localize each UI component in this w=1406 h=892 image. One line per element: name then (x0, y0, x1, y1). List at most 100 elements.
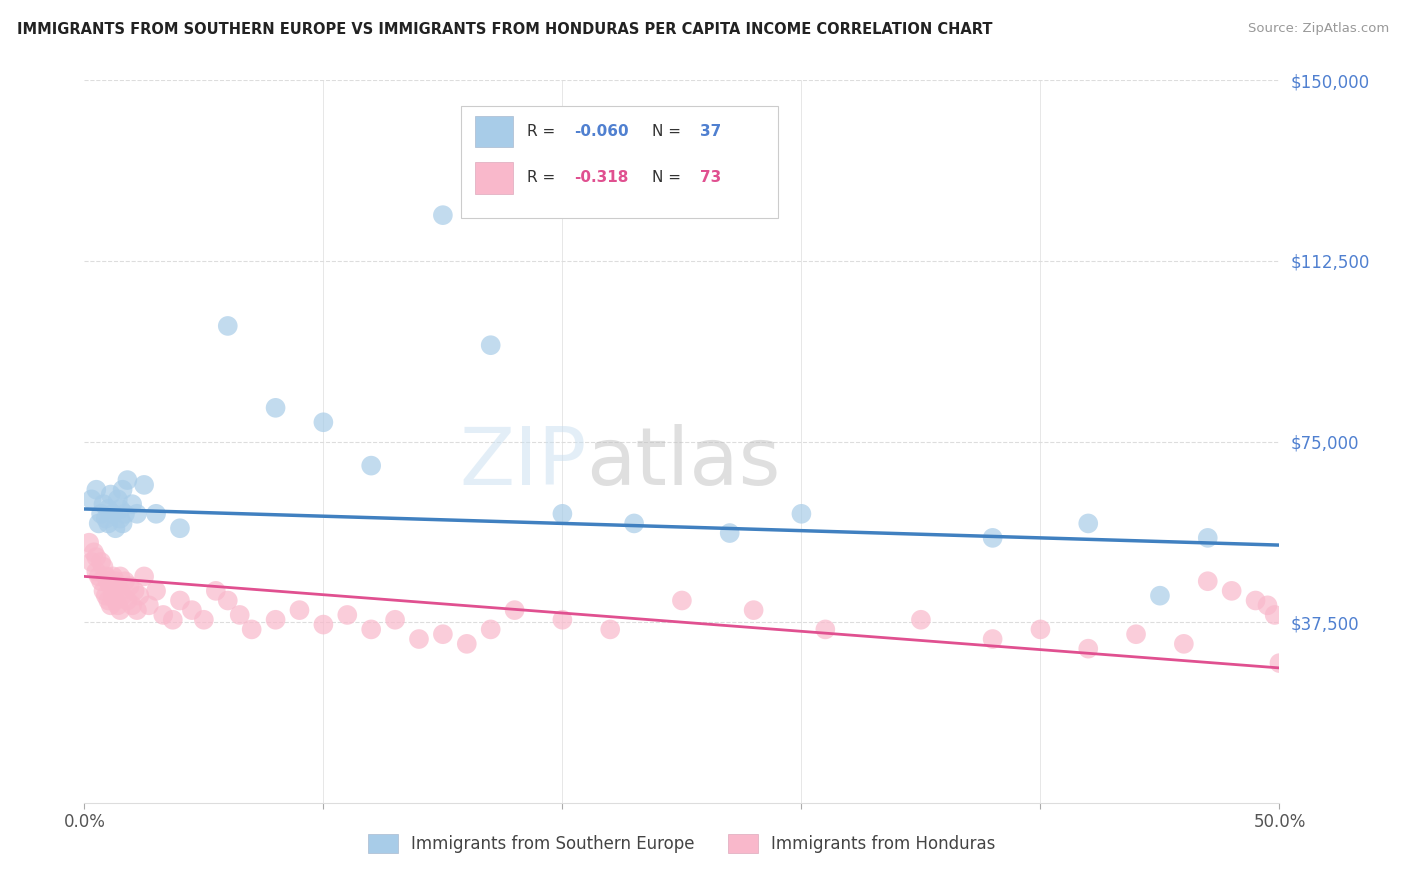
Point (93, 583, 115, 598)
Point (80, 492, 103, 507)
Point (90, 507, 112, 521)
Point (152, 607, 174, 622)
Point (229, 607, 252, 622)
Bar (475, 162, 513, 194)
Point (104, 521, 127, 535)
Point (432, 627, 454, 641)
Point (1125, 627, 1147, 641)
Point (110, 603, 132, 617)
Text: -0.060: -0.060 (575, 124, 628, 139)
Point (981, 531, 1004, 545)
Point (110, 583, 132, 598)
Point (86, 565, 108, 579)
Point (86, 550, 108, 565)
Point (104, 574, 127, 589)
Point (240, 623, 263, 637)
Point (623, 516, 645, 531)
Text: N =: N = (652, 170, 686, 186)
Text: ZIP: ZIP (458, 425, 586, 502)
Point (814, 623, 837, 637)
Point (432, 208, 454, 222)
Point (456, 637, 478, 651)
Point (1264, 607, 1286, 622)
Point (1197, 574, 1219, 589)
Point (111, 483, 134, 497)
Point (288, 603, 311, 617)
Point (1077, 641, 1099, 656)
Point (217, 318, 239, 333)
Point (1197, 531, 1219, 545)
Text: R =: R = (527, 124, 560, 139)
Text: 73: 73 (700, 170, 721, 186)
Point (145, 507, 167, 521)
Point (503, 603, 526, 617)
Point (97, 593, 120, 607)
Point (125, 603, 148, 617)
Point (110, 511, 132, 525)
Point (104, 593, 127, 607)
Point (479, 623, 502, 637)
Point (94, 569, 117, 583)
Point (87, 569, 110, 583)
Text: N =: N = (652, 124, 686, 139)
Point (83, 545, 105, 559)
Point (1029, 623, 1052, 637)
Point (93, 497, 115, 511)
Point (1149, 589, 1171, 603)
Point (110, 569, 132, 583)
Point (80, 555, 103, 569)
Point (77, 535, 100, 549)
Point (97, 574, 120, 589)
Point (107, 599, 129, 613)
Point (90, 574, 112, 589)
Point (97, 516, 120, 531)
Point (264, 613, 287, 627)
Point (114, 507, 136, 521)
Point (1257, 599, 1279, 613)
Point (145, 583, 167, 598)
Point (264, 401, 287, 415)
Point (742, 603, 765, 617)
Point (93, 559, 115, 574)
Point (111, 516, 134, 531)
Point (181, 603, 204, 617)
Point (718, 526, 741, 541)
Point (162, 613, 184, 627)
Text: atlas: atlas (586, 425, 780, 502)
Point (107, 579, 129, 593)
Point (312, 617, 335, 632)
Point (86, 483, 108, 497)
Point (94, 511, 117, 525)
Point (205, 583, 228, 598)
Point (132, 569, 156, 583)
Text: 37: 37 (700, 124, 721, 139)
Point (599, 623, 621, 637)
Point (110, 502, 132, 516)
Point (193, 613, 215, 627)
Point (87, 516, 110, 531)
Point (671, 593, 693, 607)
Point (790, 507, 813, 521)
Point (1244, 593, 1267, 607)
Point (1220, 583, 1243, 598)
Text: -0.318: -0.318 (575, 170, 628, 186)
Point (551, 507, 574, 521)
Text: Source: ZipAtlas.com: Source: ZipAtlas.com (1249, 22, 1389, 36)
Point (138, 599, 160, 613)
Point (217, 593, 239, 607)
Point (94, 589, 117, 603)
Point (100, 487, 122, 501)
Point (124, 583, 146, 598)
Text: IMMIGRANTS FROM SOUTHERN EUROPE VS IMMIGRANTS FROM HONDURAS PER CAPITA INCOME CO: IMMIGRANTS FROM SOUTHERN EUROPE VS IMMIG… (17, 22, 993, 37)
Point (128, 589, 150, 603)
Point (1077, 516, 1099, 531)
Point (117, 473, 139, 487)
Point (360, 623, 382, 637)
Point (1173, 637, 1195, 651)
Point (107, 492, 129, 507)
Point (384, 613, 406, 627)
Point (479, 338, 502, 352)
Legend: Immigrants from Southern Europe, Immigrants from Honduras: Immigrants from Southern Europe, Immigra… (361, 827, 1002, 860)
Text: R =: R = (527, 170, 565, 186)
Point (1268, 656, 1291, 670)
